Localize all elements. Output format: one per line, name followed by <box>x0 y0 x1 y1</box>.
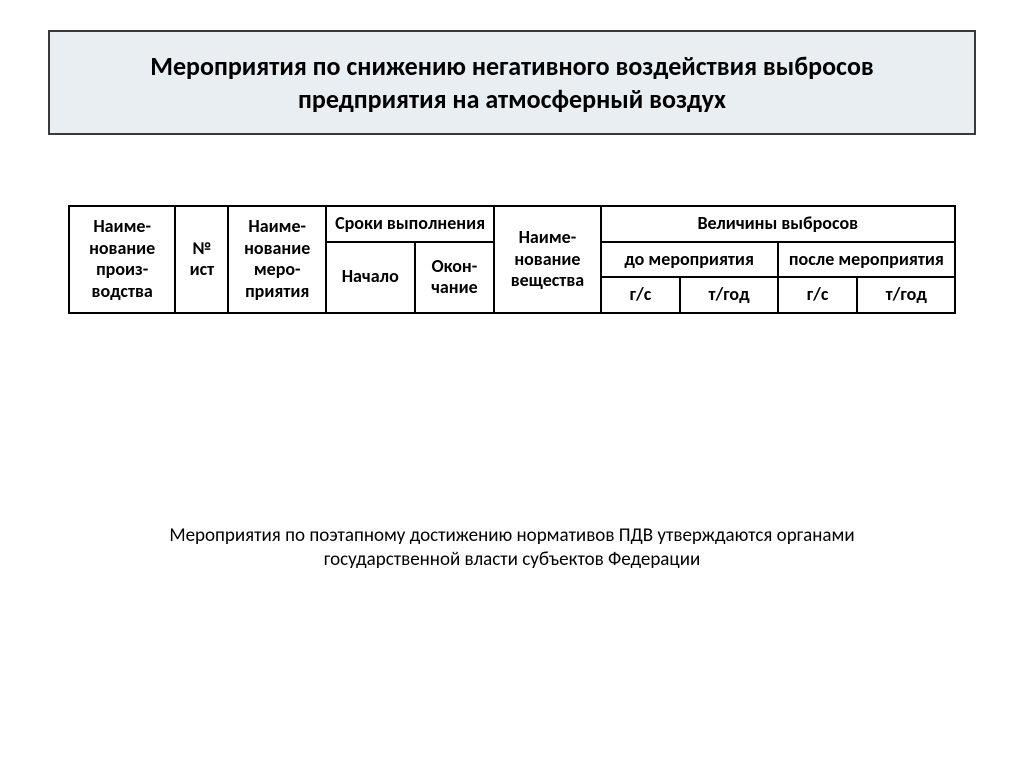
col-before-tyr: т/год <box>680 277 777 313</box>
title-box: Мероприятия по снижению негативного возд… <box>48 30 976 135</box>
col-before-measure: до мероприятия <box>601 242 778 278</box>
col-end: Окон-чание <box>415 242 495 313</box>
col-timeframe: Сроки выполнения <box>326 206 494 242</box>
emissions-table: Наиме-нование произ-водства № ист Наиме-… <box>68 205 956 314</box>
table-container: Наиме-нование произ-водства № ист Наиме-… <box>68 205 956 314</box>
footnote: Мероприятия по поэтапному достижению нор… <box>48 524 976 573</box>
col-before-gs: г/с <box>601 277 681 313</box>
col-source-number: № ист <box>175 206 228 313</box>
col-substance-name: Наиме-нование вещества <box>494 206 600 313</box>
col-after-tyr: т/год <box>857 277 955 313</box>
col-start: Начало <box>326 242 415 313</box>
col-after-gs: г/с <box>778 277 858 313</box>
col-after-measure: после мероприятия <box>778 242 955 278</box>
col-production-name: Наиме-нование произ-водства <box>69 206 175 313</box>
slide: Мероприятия по снижению негативного возд… <box>0 0 1024 573</box>
col-emission-values: Величины выбросов <box>601 206 955 242</box>
page-title: Мероприятия по снижению негативного возд… <box>90 50 934 115</box>
col-measure-name: Наиме-нование меро-приятия <box>228 206 325 313</box>
header-row-1: Наиме-нование произ-водства № ист Наиме-… <box>69 206 955 242</box>
